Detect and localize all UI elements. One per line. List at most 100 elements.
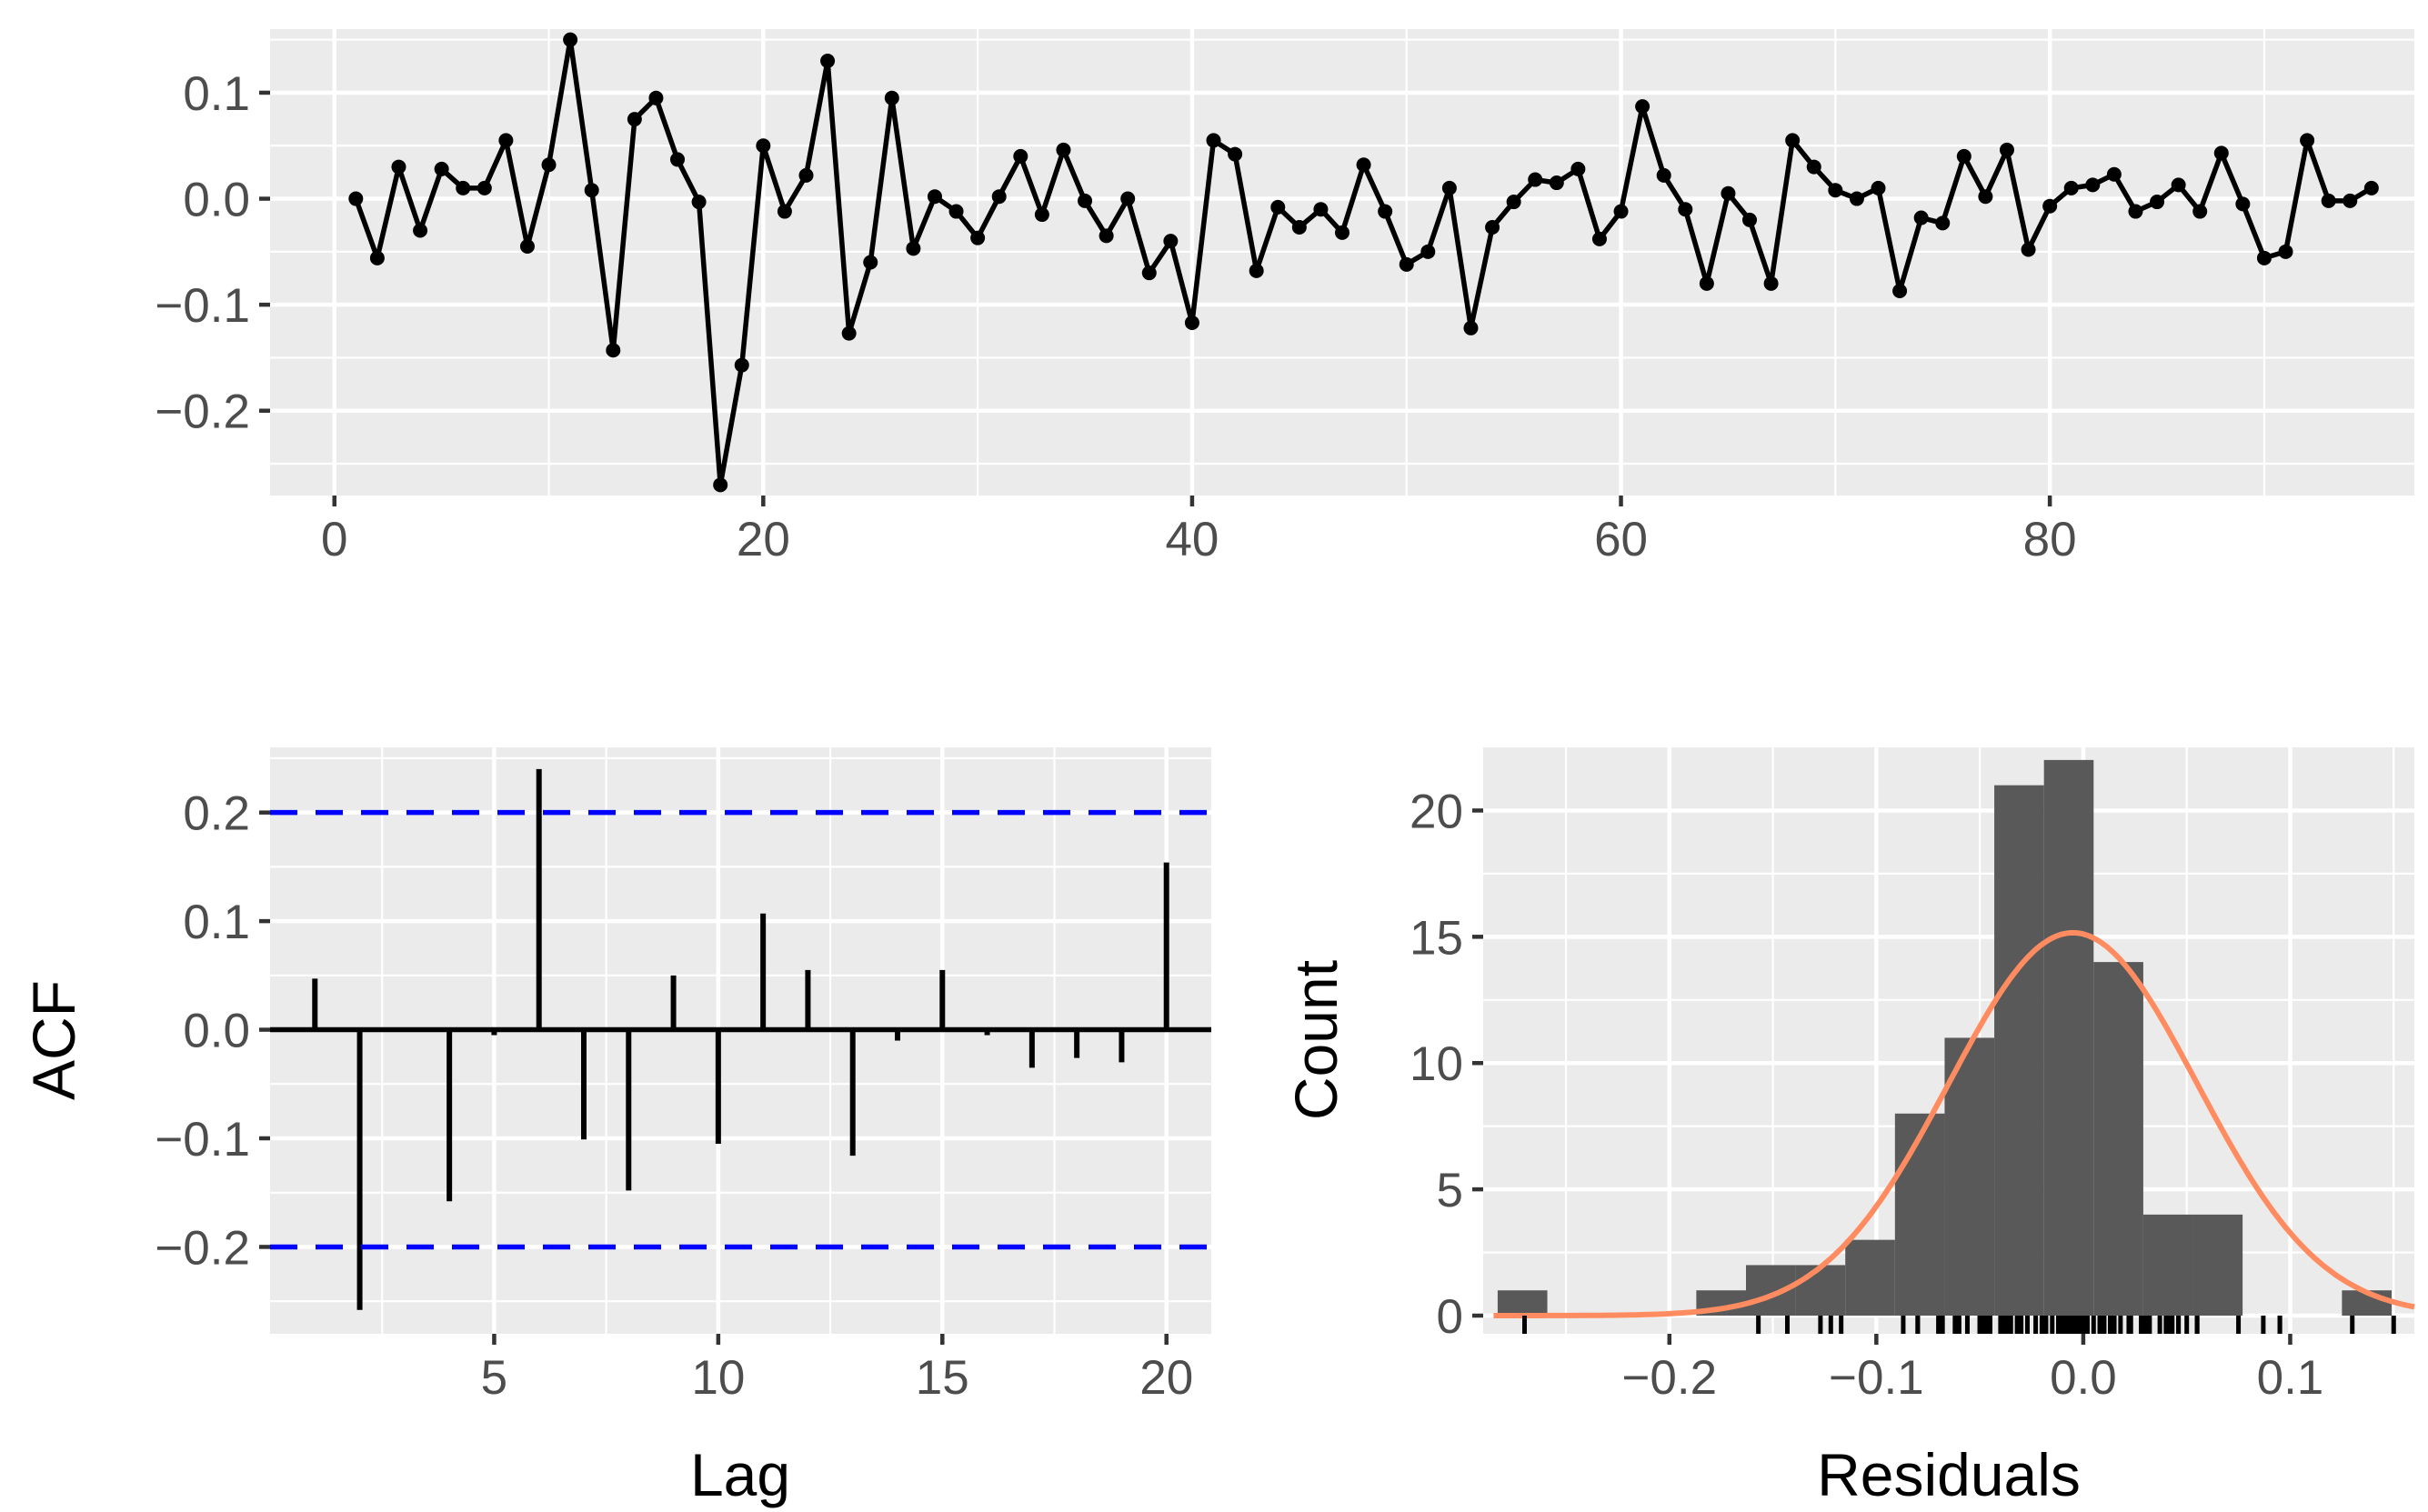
time-series-y-tick-label: −0.1 <box>155 279 250 333</box>
time-series-panel-background <box>270 29 2414 496</box>
acf-y-axis: 0.2 0.1 0.0 −0.1 −0.2 <box>155 787 270 1275</box>
residual-point <box>1635 99 1650 115</box>
histogram-bin <box>1845 1239 1895 1316</box>
residual-point <box>1978 189 1993 205</box>
residual-point <box>1378 204 1393 219</box>
histogram-y-tick-label: 10 <box>1410 1037 1463 1091</box>
residual-point <box>1420 244 1436 259</box>
residual-point <box>1506 195 1521 210</box>
time-series-y-tick-label: 0.1 <box>183 67 250 121</box>
time-series-x-tick-label: 60 <box>1594 513 1648 566</box>
residual-point <box>498 133 514 148</box>
residual-point <box>1806 159 1821 175</box>
residual-point <box>1099 228 1114 244</box>
residual-point <box>927 189 942 205</box>
residual-point <box>1441 180 1457 195</box>
residual-point <box>2343 193 2358 208</box>
residual-point <box>1613 204 1629 219</box>
residual-point <box>563 32 578 47</box>
residual-point <box>884 90 899 105</box>
residual-point <box>606 343 621 358</box>
acf-x-axis-title: Lag <box>690 1441 790 1508</box>
acf-bars <box>312 768 1169 1310</box>
histogram-bin <box>2043 759 2094 1316</box>
histogram-bin <box>1994 785 2044 1316</box>
residual-point <box>648 90 664 105</box>
acf-y-tick-label: −0.1 <box>155 1113 250 1167</box>
residual-time-series-plot: 0.1 0.0 −0.1 −0.2 0 20 40 60 80 <box>155 29 2414 566</box>
residual-series-points <box>348 32 2379 493</box>
residual-point <box>2150 195 2165 210</box>
histogram-bin <box>2093 962 2143 1316</box>
residual-point <box>2321 193 2336 208</box>
residual-point <box>991 189 1007 205</box>
residual-point <box>1871 180 1886 195</box>
residual-point <box>1742 212 1758 227</box>
residual-point <box>1721 185 1736 201</box>
residual-point <box>2213 145 2229 161</box>
residual-point <box>2171 177 2186 193</box>
residual-point <box>1056 142 1071 157</box>
histogram-y-tick-label: 5 <box>1437 1164 1463 1217</box>
histogram-bin <box>1497 1290 1548 1316</box>
time-series-x-axis: 0 20 40 60 80 <box>321 496 2077 566</box>
histogram-bin <box>2142 1214 2193 1316</box>
normal-density-curve <box>1493 929 2415 1318</box>
acf-y-axis-title: ACF <box>20 980 87 1100</box>
residual-point <box>2021 242 2036 257</box>
acf-y-tick-label: 0.1 <box>183 896 250 949</box>
residual-point <box>391 159 406 175</box>
histogram-bin <box>1944 1037 1995 1316</box>
acf-x-axis: 5 10 15 20 <box>481 1334 1193 1405</box>
histogram-x-tick-label: 0.1 <box>2257 1351 2324 1405</box>
residual-point <box>1956 148 1971 164</box>
residual-point <box>1206 133 1221 148</box>
residual-point <box>1849 191 1864 206</box>
residual-point <box>1485 220 1500 235</box>
histogram-bin <box>1894 1113 1945 1316</box>
acf-y-tick-label: 0.2 <box>183 787 250 841</box>
residual-point <box>1463 320 1479 335</box>
residual-point <box>413 223 428 238</box>
acf-x-tick-label: 5 <box>481 1351 507 1405</box>
residual-point <box>1570 161 1586 176</box>
residual-point <box>1249 263 1264 278</box>
acf-y-tick-label: −0.2 <box>155 1221 250 1275</box>
time-series-x-tick-label: 80 <box>2023 513 2077 566</box>
residual-point <box>1163 234 1179 249</box>
residual-point <box>2128 204 2143 219</box>
residual-point <box>2192 204 2208 219</box>
residual-point <box>1013 148 1028 164</box>
residual-point <box>1828 183 1843 198</box>
residual-rug-marks <box>1522 1316 2396 1334</box>
residual-point <box>1120 191 1136 206</box>
residual-point <box>2256 250 2272 265</box>
residual-point <box>1184 315 1199 330</box>
residual-point <box>777 204 792 219</box>
residual-point <box>1291 220 1307 235</box>
residual-point <box>1313 202 1329 217</box>
residual-point <box>2042 198 2058 214</box>
histogram-x-tick-label: 0.0 <box>2050 1351 2117 1405</box>
histogram-bin <box>1795 1265 1846 1316</box>
histogram-y-tick-label: 15 <box>1410 911 1463 965</box>
residual-point <box>2363 180 2379 195</box>
residual-point <box>1913 210 1929 225</box>
residual-point <box>1656 167 1671 183</box>
residual-point <box>863 255 878 270</box>
residual-point <box>541 157 557 173</box>
residual-point <box>713 477 728 493</box>
time-series-x-tick-label: 40 <box>1165 513 1219 566</box>
residual-point <box>369 250 385 265</box>
histogram-y-axis-title: Count <box>1282 960 1349 1120</box>
residual-point <box>2235 196 2251 212</box>
residual-point <box>670 152 686 167</box>
residual-point <box>627 112 642 127</box>
histogram-y-axis: 0 5 10 15 20 <box>1410 785 1483 1344</box>
acf-y-tick-label: 0.0 <box>183 1005 250 1058</box>
residual-point <box>348 191 364 206</box>
residual-point <box>1034 207 1049 223</box>
acf-x-tick-label: 15 <box>916 1351 969 1405</box>
residual-histogram-plot: 0 5 10 15 20 −0.2 −0.1 0.0 0.1 Residuals Count <box>1282 747 2415 1508</box>
